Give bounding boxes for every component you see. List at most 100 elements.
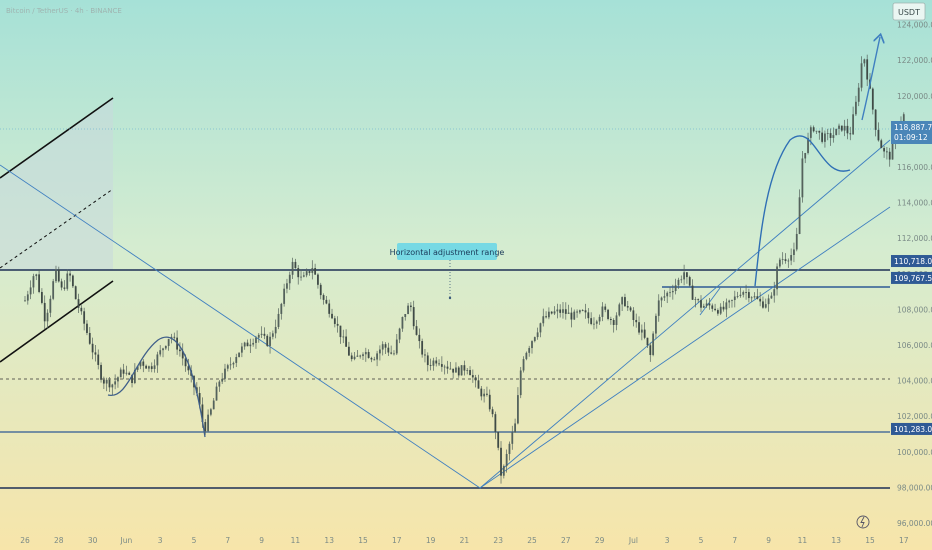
candle <box>812 125 815 133</box>
candle <box>429 358 432 371</box>
candle <box>257 333 260 343</box>
candle <box>212 398 215 410</box>
candle <box>393 350 395 356</box>
candle <box>815 130 818 134</box>
candle <box>486 386 488 397</box>
price-level-tag-label: 101,283.07 <box>894 425 932 434</box>
candle <box>618 302 621 317</box>
candle <box>29 280 32 300</box>
candle <box>66 269 69 291</box>
candle <box>100 362 102 383</box>
candle <box>525 351 528 361</box>
candle <box>353 351 356 361</box>
pattern-curve-left <box>107 336 206 438</box>
candle <box>550 311 553 315</box>
candle <box>24 296 26 302</box>
candle <box>595 319 598 329</box>
candle <box>331 308 333 320</box>
currency-button[interactable]: USDT <box>892 2 926 21</box>
current-price-value: 118,887.77 <box>894 123 932 132</box>
candle <box>548 307 550 320</box>
candle <box>635 313 638 328</box>
candle <box>86 320 88 336</box>
candle <box>731 299 733 308</box>
candle <box>333 315 336 328</box>
candle <box>671 284 674 300</box>
annotation-box <box>397 243 497 260</box>
candle <box>373 356 376 361</box>
candle <box>793 242 795 263</box>
lightning-icon[interactable] <box>856 515 870 529</box>
candle <box>573 309 576 320</box>
price-level-tag <box>891 422 932 435</box>
currency-button-bg[interactable] <box>892 2 926 21</box>
candle <box>677 277 680 289</box>
candle <box>418 328 421 349</box>
time-tick-label: 5 <box>699 536 704 545</box>
candle <box>612 318 615 333</box>
time-axis[interactable]: 26 28 30 Jun 3 5 7 9 11 13 15 17 19 21 23 25 27 29 Jul 3 5 7 9… <box>20 536 909 545</box>
candle <box>849 126 852 141</box>
candle <box>638 316 640 335</box>
candle <box>477 374 480 389</box>
candle <box>804 152 807 164</box>
candle <box>714 303 716 312</box>
ascending-trend-line-steep <box>479 139 891 489</box>
candle <box>576 309 578 318</box>
candle <box>570 307 573 328</box>
currency-button-label[interactable]: USDT <box>898 8 920 17</box>
candle <box>314 263 317 275</box>
candle <box>733 290 736 308</box>
candle <box>660 296 663 308</box>
candle <box>60 278 63 291</box>
candle <box>483 389 486 403</box>
time-tick-label: 13 <box>831 536 841 545</box>
candle <box>325 295 328 305</box>
candle <box>877 122 880 142</box>
candle <box>238 352 240 358</box>
candle <box>584 303 587 319</box>
candle <box>488 389 491 412</box>
candle <box>829 128 832 146</box>
candle <box>404 313 407 321</box>
candle <box>367 349 370 359</box>
candle <box>702 303 705 309</box>
candle <box>440 356 443 372</box>
current-price-tag-bg <box>891 121 932 144</box>
candle <box>652 331 655 357</box>
price-level-tag-label: 110,718.00 <box>894 257 932 266</box>
candle <box>556 303 559 319</box>
candle <box>790 248 793 266</box>
candle <box>252 338 255 347</box>
candle <box>855 95 857 117</box>
candle <box>128 371 131 376</box>
candle <box>381 341 384 356</box>
price-tick-label: 104,000.00 <box>897 377 932 386</box>
candle <box>424 348 426 363</box>
candle <box>35 273 38 281</box>
candle <box>759 292 762 307</box>
annotation-callout[interactable]: Horizontal adjustment range <box>390 243 505 300</box>
candle <box>77 293 80 313</box>
candle <box>243 341 246 350</box>
candle <box>288 271 291 290</box>
candle <box>263 327 266 340</box>
candle <box>553 306 556 316</box>
candle <box>41 288 43 305</box>
annotation-anchor <box>448 296 452 300</box>
candle <box>640 324 643 341</box>
candle <box>717 308 719 316</box>
candle <box>590 312 593 326</box>
candle <box>356 349 359 357</box>
candle <box>564 302 567 320</box>
candle <box>840 125 843 132</box>
candle <box>615 312 618 331</box>
time-tick-label: 11 <box>291 536 301 545</box>
candle <box>480 386 483 401</box>
candle <box>469 366 471 376</box>
channel-mid-line <box>0 188 114 269</box>
candle <box>728 299 731 309</box>
